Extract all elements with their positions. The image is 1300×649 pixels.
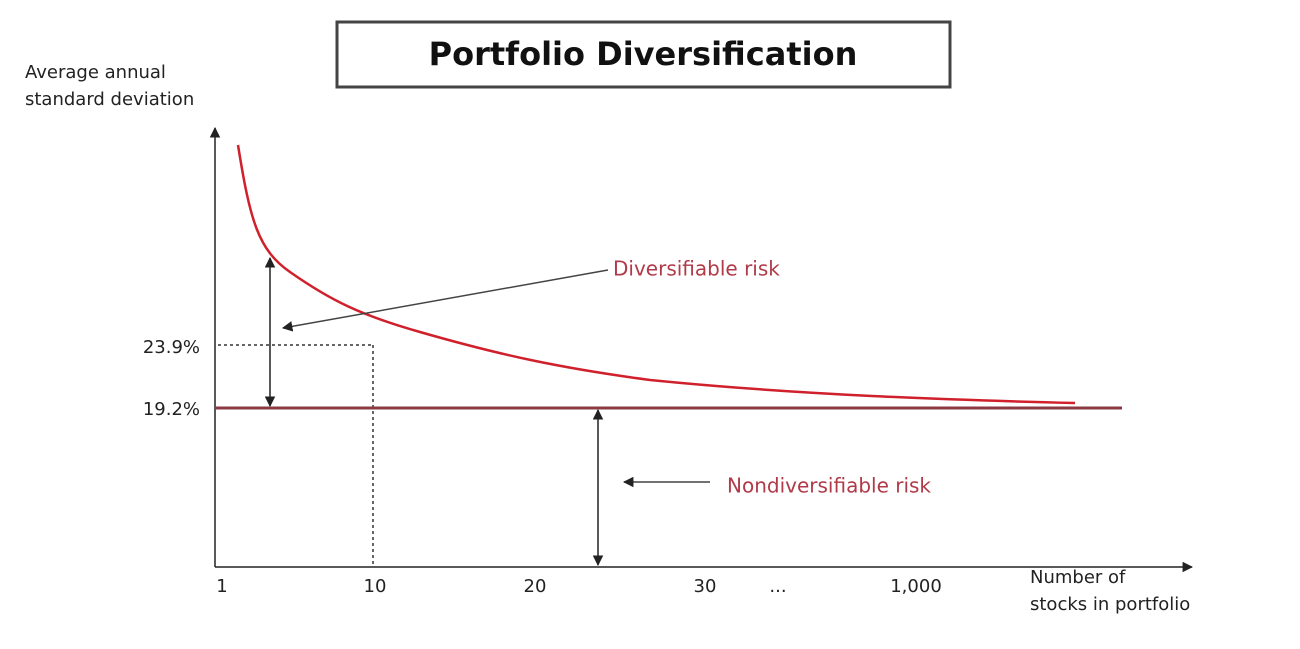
x-label: 1 — [216, 576, 227, 597]
x-axis-label: Number of — [1030, 567, 1126, 588]
title: Portfolio Diversification — [429, 35, 858, 73]
y-axis-label: Average annual — [25, 62, 166, 83]
pointer-arrow — [281, 269, 609, 332]
annotation: Nondiversifiable risk — [727, 474, 931, 498]
y-axis-label: standard deviation — [25, 89, 194, 110]
annotation: Diversifiable risk — [613, 257, 780, 281]
risk-curve — [236, 144, 1076, 405]
x-label: 1,000 — [890, 576, 942, 597]
x-label: 30 — [694, 576, 717, 597]
y-label: 19.2% — [143, 399, 200, 420]
x-label: 10 — [364, 576, 387, 597]
y-label: 23.9% — [143, 337, 200, 358]
x-label: 20 — [524, 576, 547, 597]
x-axis-label: stocks in portfolio — [1030, 594, 1190, 615]
title-box — [335, 20, 952, 89]
x-label: ... — [769, 576, 786, 597]
